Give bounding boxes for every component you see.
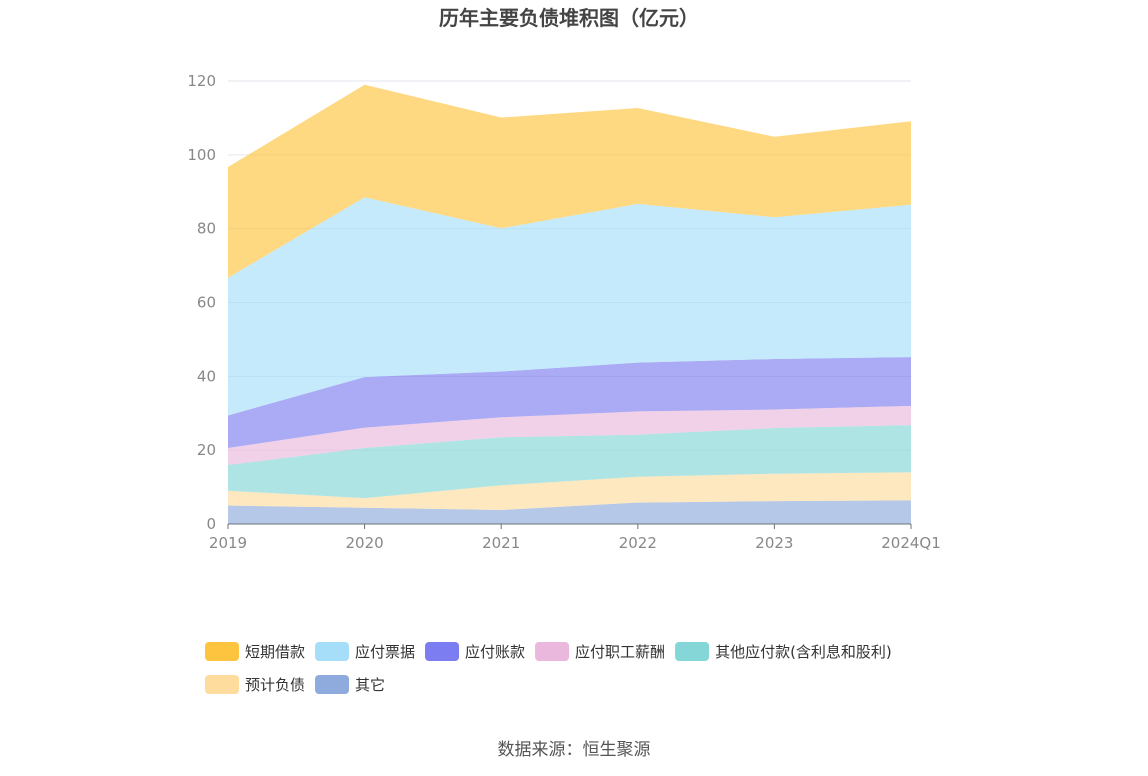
y-tick-label: 0 — [206, 515, 216, 533]
area-预计负债 — [228, 472, 911, 510]
area-应付职工薪酬 — [228, 405, 911, 465]
x-tick-label: 2024Q1 — [881, 534, 941, 552]
legend-swatch — [315, 675, 350, 694]
series-areas — [228, 84, 911, 524]
y-tick-label: 20 — [197, 441, 216, 459]
legend-swatch — [205, 642, 239, 661]
area-其它 — [228, 500, 911, 524]
area-短期借款 — [228, 84, 911, 278]
legend-label: 短期借款 — [245, 643, 305, 661]
legend-label: 应付票据 — [355, 643, 415, 661]
x-tick-label: 2022 — [619, 534, 657, 552]
legend-label: 预计负债 — [245, 676, 305, 694]
legend-swatch — [535, 642, 570, 661]
chart-title: 历年主要负债堆积图（亿元） — [439, 6, 699, 30]
y-tick-label: 100 — [187, 146, 216, 164]
area-应付票据 — [228, 197, 911, 416]
data-source-label: 数据来源：恒生聚源 — [498, 740, 651, 760]
axes: 0 20 40 60 80 100 120 2019 2020 2021 2022 2023 2024Q… — [187, 72, 940, 552]
legend-label: 其它 — [355, 676, 385, 694]
area-其他应付款(含利息和股利) — [228, 425, 911, 499]
legend-swatch — [315, 642, 350, 661]
y-tick-label: 120 — [187, 72, 216, 90]
legend: 短期借款 应付票据 应付账款 应付职工薪酬 其他应付款(含利息和股利) 预计负债 其它 — [205, 642, 892, 694]
x-tick-label: 2019 — [209, 534, 247, 552]
y-tick-label: 40 — [197, 367, 216, 385]
x-tick-label: 2020 — [346, 534, 384, 552]
x-tick-label: 2021 — [482, 534, 520, 552]
legend-label: 应付职工薪酬 — [575, 643, 665, 661]
x-tick-label: 2023 — [755, 534, 793, 552]
legend-label: 应付账款 — [465, 643, 525, 661]
legend-swatch — [425, 642, 460, 661]
legend-swatch — [675, 642, 710, 661]
legend-swatch — [205, 675, 239, 694]
y-tick-label: 80 — [197, 220, 216, 238]
y-tick-label: 60 — [197, 294, 216, 312]
legend-label: 其他应付款(含利息和股利) — [715, 643, 892, 661]
area-应付账款 — [228, 357, 911, 448]
